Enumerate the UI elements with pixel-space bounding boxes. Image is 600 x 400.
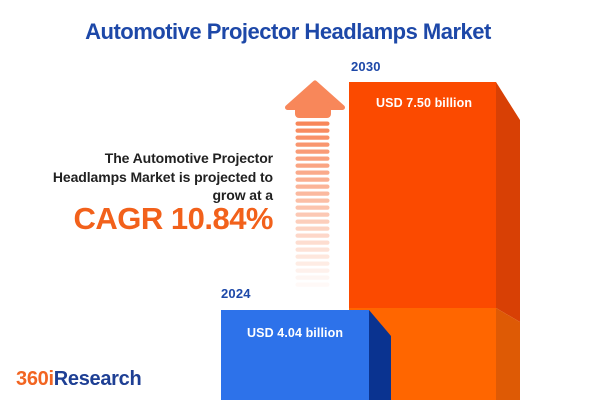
bar-2030-value-label: USD 7.50 billion: [376, 96, 473, 110]
bar-2024-year-label: 2024: [221, 286, 251, 301]
logo-360i: 360i: [16, 368, 54, 390]
projection-text-line: Headlamps Market is projected to: [52, 168, 273, 185]
brand-logo: 360iResearch: [16, 368, 142, 391]
page-title: Automotive Projector Headlamps Market: [85, 19, 491, 44]
arrow-fade-stripes: [295, 121, 330, 287]
bar-2024: [221, 310, 391, 400]
growth-arrow-icon: [285, 80, 345, 287]
cagr-value: CAGR 10.84%: [73, 201, 273, 236]
projection-text: The Automotive Projector Headlamps Marke…: [11, 149, 273, 205]
logo-research: Research: [53, 368, 142, 390]
projection-text-line: grow at a: [212, 187, 273, 203]
projection-text-line: The Automotive Projector: [104, 150, 273, 166]
bar-2030-year-label: 2030: [351, 59, 381, 74]
bar-2024-value-label: USD 4.04 billion: [247, 326, 344, 340]
